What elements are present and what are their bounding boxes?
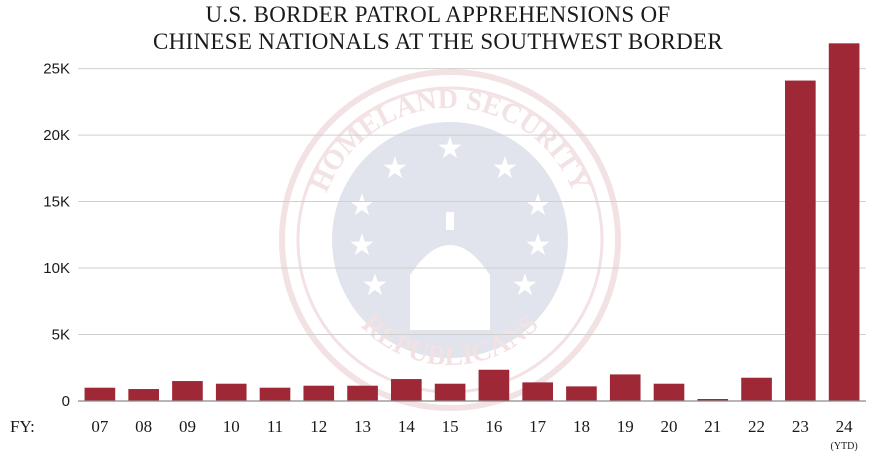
bar-fy10 xyxy=(215,383,247,401)
x-tick-label: 16 xyxy=(485,417,502,436)
bar-fy17 xyxy=(522,382,553,401)
svg-text:★: ★ xyxy=(525,229,552,262)
x-axis-tick-labels: 07 08 09 10 11 12 13 14 15 16 17 18 19 20 21 22 23 24 (YTD… xyxy=(91,417,857,452)
y-tick-label: 10K xyxy=(43,260,70,277)
chart-title-line: U.S. BORDER PATROL APPREHENSIONS OF xyxy=(205,2,670,27)
bar-fy21 xyxy=(697,399,729,401)
y-tick-label: 0 xyxy=(62,393,70,410)
x-tick-label: 18 xyxy=(573,417,590,436)
x-tick-label: 24 xyxy=(836,417,854,436)
x-tick-label: 23 xyxy=(792,417,809,436)
x-tick-label: 09 xyxy=(179,417,196,436)
chart-title: U.S. BORDER PATROL APPREHENSIONS OFCHINE… xyxy=(153,2,723,54)
bar-fy16 xyxy=(478,369,510,401)
bar-fy09 xyxy=(172,381,203,401)
bar-fy11 xyxy=(259,387,291,401)
x-tick-label: 12 xyxy=(310,417,327,436)
svg-text:★: ★ xyxy=(349,229,376,262)
x-tick-note: (YTD) xyxy=(831,441,858,452)
y-tick-label: 25K xyxy=(43,61,70,78)
x-tick-label: 10 xyxy=(223,417,240,436)
x-tick-label: 14 xyxy=(398,417,416,436)
svg-text:★: ★ xyxy=(525,189,552,222)
svg-text:★: ★ xyxy=(512,269,539,302)
bar-fy24 xyxy=(828,43,860,402)
x-tick-label: 22 xyxy=(748,417,765,436)
x-tick-label: 13 xyxy=(354,417,371,436)
x-tick-label: 21 xyxy=(704,417,721,436)
svg-text:★: ★ xyxy=(382,152,409,185)
bars xyxy=(84,43,860,402)
bar-fy13 xyxy=(347,385,378,401)
bar-fy12 xyxy=(303,385,335,401)
x-tick-label: 15 xyxy=(442,417,459,436)
x-tick-label: 20 xyxy=(661,417,678,436)
homeland-security-seal-watermark: HOMELAND SECURITY REPUBLICANS ★ ★ ★ ★ ★ … xyxy=(279,69,621,411)
bar-fy22 xyxy=(741,377,772,401)
bar-fy19 xyxy=(609,374,641,401)
x-tick-label: 11 xyxy=(267,417,283,436)
svg-text:★: ★ xyxy=(362,269,389,302)
bar-fy08 xyxy=(128,389,159,401)
bar-fy18 xyxy=(566,386,597,401)
x-tick-label: 19 xyxy=(617,417,634,436)
bar-fy23 xyxy=(785,80,816,401)
x-tick-label: 17 xyxy=(529,417,547,436)
bar-fy14 xyxy=(391,379,422,401)
y-tick-label: 20K xyxy=(43,127,70,144)
y-tick-label: 15K xyxy=(43,194,70,211)
bar-fy07 xyxy=(84,387,116,401)
x-tick-label: 08 xyxy=(135,417,152,436)
y-axis-tick-labels: 0 5K 10K 15K 20K 25K xyxy=(43,61,70,410)
chart-title-line: CHINESE NATIONALS AT THE SOUTHWEST BORDE… xyxy=(153,29,723,54)
y-tick-label: 5K xyxy=(52,327,70,344)
svg-text:★: ★ xyxy=(349,189,376,222)
x-axis-label: FY: xyxy=(10,417,35,436)
x-tick-label: 07 xyxy=(91,417,109,436)
gridlines xyxy=(78,68,866,336)
bar-fy20 xyxy=(653,383,685,401)
svg-text:★: ★ xyxy=(437,132,464,165)
svg-text:★: ★ xyxy=(492,152,519,185)
bar-fy15 xyxy=(434,383,466,401)
